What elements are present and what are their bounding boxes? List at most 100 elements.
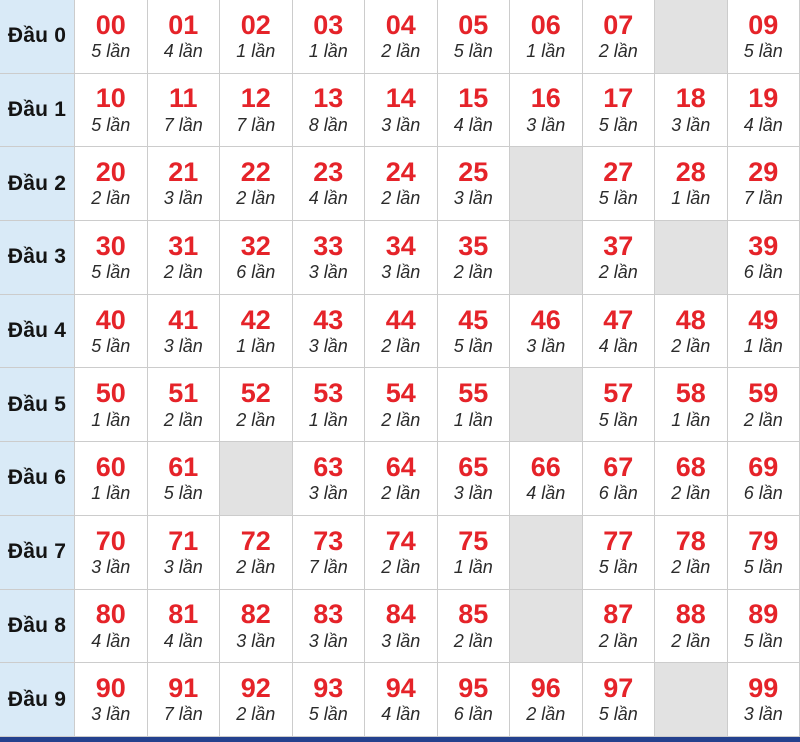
cell-83: 83 3 lần bbox=[292, 589, 365, 664]
cell-93: 93 5 lần bbox=[292, 663, 365, 737]
cell-count-65: 3 lần bbox=[453, 483, 493, 504]
cell-number-95: 95 bbox=[458, 672, 489, 703]
cell-count-50: 1 lần bbox=[91, 409, 131, 430]
cell-00: 00 5 lần bbox=[75, 0, 148, 74]
cell-count-22: 2 lần bbox=[236, 188, 276, 209]
cell-count-74: 2 lần bbox=[381, 556, 421, 577]
cell-number-89: 89 bbox=[748, 599, 779, 630]
cell-count-07: 2 lần bbox=[598, 41, 638, 62]
cell-count-52: 2 lần bbox=[236, 409, 276, 430]
cell-count-03: 1 lần bbox=[308, 41, 348, 62]
cell-11: 11 7 lần bbox=[147, 73, 220, 148]
cell-count-20: 2 lần bbox=[91, 188, 131, 209]
cell-count-31: 2 lần bbox=[163, 262, 203, 283]
cell-number-46: 46 bbox=[530, 304, 561, 335]
cell-number-49: 49 bbox=[748, 304, 779, 335]
cell-number-41: 41 bbox=[168, 304, 199, 335]
cell-number-51: 51 bbox=[168, 378, 199, 409]
cell-68: 68 2 lần bbox=[655, 442, 728, 516]
cell-count-61: 5 lần bbox=[163, 483, 203, 504]
cell-94: 94 4 lần bbox=[365, 663, 438, 737]
cell-72: 72 2 lần bbox=[220, 515, 293, 590]
cell-count-80: 4 lần bbox=[91, 630, 131, 651]
cell-count-09: 5 lần bbox=[743, 41, 783, 62]
cell-96: 96 2 lần bbox=[510, 663, 583, 737]
cell-25: 25 3 lần bbox=[437, 147, 510, 222]
cell-count-92: 2 lần bbox=[236, 704, 276, 725]
cell-count-91: 7 lần bbox=[163, 704, 203, 725]
cell-number-69: 69 bbox=[748, 451, 779, 482]
cell-empty-56 bbox=[510, 368, 583, 443]
cell-number-06: 06 bbox=[530, 9, 561, 40]
cell-number-64: 64 bbox=[385, 451, 416, 482]
cell-number-78: 78 bbox=[675, 525, 706, 556]
cell-43: 43 3 lần bbox=[292, 294, 365, 369]
cell-count-58: 1 lần bbox=[671, 409, 711, 430]
cell-number-55: 55 bbox=[458, 378, 489, 409]
cell-97: 97 5 lần bbox=[582, 663, 655, 737]
cell-count-00: 5 lần bbox=[91, 41, 131, 62]
cell-23: 23 4 lần bbox=[292, 147, 365, 222]
cell-number-59: 59 bbox=[748, 378, 779, 409]
cell-count-42: 1 lần bbox=[236, 335, 276, 356]
cell-69: 69 6 lần bbox=[727, 442, 800, 516]
cell-30: 30 5 lần bbox=[75, 221, 148, 295]
cell-09: 09 5 lần bbox=[727, 0, 800, 74]
cell-number-45: 45 bbox=[458, 304, 489, 335]
cell-number-20: 20 bbox=[95, 157, 126, 188]
cell-empty-08 bbox=[655, 0, 728, 74]
cell-count-47: 4 lần bbox=[598, 335, 638, 356]
cell-count-37: 2 lần bbox=[598, 262, 638, 283]
cell-05: 05 5 lần bbox=[437, 0, 510, 74]
cell-count-69: 6 lần bbox=[743, 483, 783, 504]
cell-31: 31 2 lần bbox=[147, 221, 220, 295]
cell-63: 63 3 lần bbox=[292, 442, 365, 516]
cell-count-95: 6 lần bbox=[453, 704, 493, 725]
cell-number-71: 71 bbox=[168, 525, 199, 556]
cell-empty-62 bbox=[220, 442, 293, 516]
cell-count-15: 4 lần bbox=[453, 114, 493, 135]
cell-number-84: 84 bbox=[385, 599, 416, 630]
cell-13: 13 8 lần bbox=[292, 73, 365, 148]
cell-89: 89 5 lần bbox=[727, 589, 800, 664]
cell-number-33: 33 bbox=[313, 230, 344, 261]
cell-count-63: 3 lần bbox=[308, 483, 348, 504]
cell-count-33: 3 lần bbox=[308, 262, 348, 283]
cell-92: 92 2 lần bbox=[220, 663, 293, 737]
row-header-dau-5: Đầu 5 bbox=[0, 368, 75, 443]
cell-39: 39 6 lần bbox=[727, 221, 800, 295]
cell-count-67: 6 lần bbox=[598, 483, 638, 504]
cell-count-88: 2 lần bbox=[671, 630, 711, 651]
cell-number-90: 90 bbox=[95, 672, 126, 703]
cell-number-34: 34 bbox=[385, 230, 416, 261]
cell-count-84: 3 lần bbox=[381, 630, 421, 651]
cell-51: 51 2 lần bbox=[147, 368, 220, 443]
cell-number-94: 94 bbox=[385, 672, 416, 703]
cell-88: 88 2 lần bbox=[655, 589, 728, 664]
cell-number-01: 01 bbox=[168, 9, 199, 40]
cell-number-93: 93 bbox=[313, 672, 344, 703]
cell-number-09: 09 bbox=[748, 9, 779, 40]
cell-number-16: 16 bbox=[530, 83, 561, 114]
cell-count-64: 2 lần bbox=[381, 483, 421, 504]
cell-empty-76 bbox=[510, 515, 583, 590]
cell-count-17: 5 lần bbox=[598, 114, 638, 135]
cell-number-97: 97 bbox=[603, 672, 634, 703]
cell-52: 52 2 lần bbox=[220, 368, 293, 443]
cell-count-85: 2 lần bbox=[453, 630, 493, 651]
bottom-divider-bar bbox=[0, 736, 800, 742]
cell-number-12: 12 bbox=[240, 83, 271, 114]
cell-number-42: 42 bbox=[240, 304, 271, 335]
cell-70: 70 3 lần bbox=[75, 515, 148, 590]
cell-count-94: 4 lần bbox=[381, 704, 421, 725]
cell-count-29: 7 lần bbox=[743, 188, 783, 209]
cell-count-19: 4 lần bbox=[743, 114, 783, 135]
cell-number-48: 48 bbox=[675, 304, 706, 335]
cell-80: 80 4 lần bbox=[75, 589, 148, 664]
cell-84: 84 3 lần bbox=[365, 589, 438, 664]
cell-count-21: 3 lần bbox=[163, 188, 203, 209]
cell-count-35: 2 lần bbox=[453, 262, 493, 283]
cell-count-14: 3 lần bbox=[381, 114, 421, 135]
cell-number-25: 25 bbox=[458, 157, 489, 188]
